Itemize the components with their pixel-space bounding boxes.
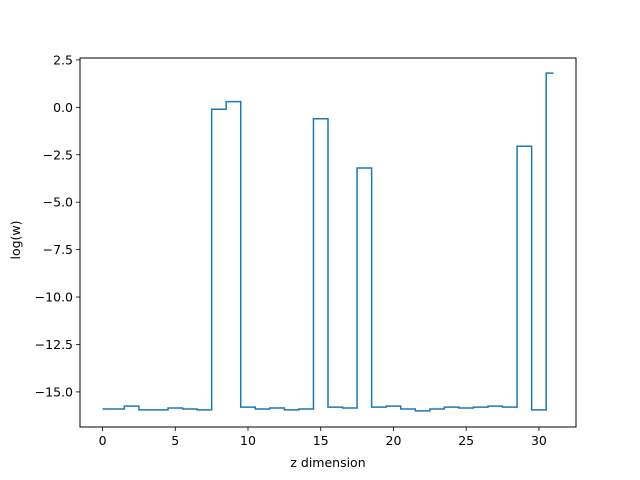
y-tick-label: −7.5 [43,242,73,257]
y-tick-label: −5.0 [43,195,73,210]
x-axis-label: z dimension [290,455,365,470]
x-tick-label: 15 [313,433,329,448]
y-tick-label: 0.0 [53,100,73,115]
x-tick-label: 0 [99,433,107,448]
y-axis-label: log(w) [8,220,23,259]
x-tick-label: 10 [240,433,256,448]
y-tick-label: −10.0 [35,290,73,305]
x-tick-label: 25 [458,433,474,448]
y-tick-label: −2.5 [43,147,73,162]
plot-frame [79,57,577,428]
y-tick-label: 2.5 [53,52,73,67]
x-axis: 0 5 10 15 20 25 30 [99,427,547,448]
x-tick-label: 20 [386,433,402,448]
series-line-0 [102,72,554,412]
y-tick-label: −15.0 [35,384,73,399]
x-tick-label: 30 [531,433,547,448]
y-axis: 2.5 0.0 −2.5 −5.0 −7.5 −10.0 −12.5 −15.0 [35,52,80,399]
x-tick-label: 5 [171,433,179,448]
series-layer [102,72,554,412]
y-tick-label: −12.5 [35,337,73,352]
